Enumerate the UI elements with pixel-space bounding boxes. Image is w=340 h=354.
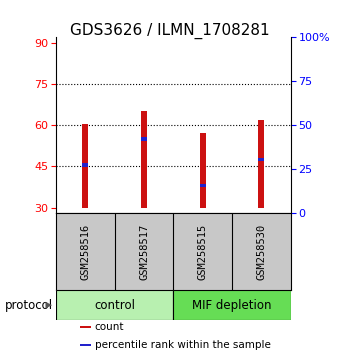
Bar — [83, 124, 88, 207]
Text: GSM258516: GSM258516 — [81, 223, 90, 280]
Text: GSM258515: GSM258515 — [198, 223, 208, 280]
Text: control: control — [94, 299, 135, 312]
Bar — [141, 137, 147, 141]
Bar — [80, 344, 90, 346]
Bar — [258, 120, 264, 207]
Bar — [200, 184, 206, 187]
Text: GSM258530: GSM258530 — [256, 223, 266, 280]
Text: GSM258517: GSM258517 — [139, 223, 149, 280]
Bar — [173, 290, 291, 320]
Text: GDS3626 / ILMN_1708281: GDS3626 / ILMN_1708281 — [70, 23, 270, 39]
Bar — [141, 112, 147, 207]
Bar — [258, 158, 264, 161]
Text: count: count — [95, 322, 124, 332]
Text: MIF depletion: MIF depletion — [192, 299, 272, 312]
Bar — [56, 290, 173, 320]
Bar — [83, 163, 88, 167]
Text: percentile rank within the sample: percentile rank within the sample — [95, 340, 271, 350]
Text: protocol: protocol — [5, 299, 53, 312]
Bar — [200, 133, 206, 207]
Bar — [80, 326, 90, 328]
